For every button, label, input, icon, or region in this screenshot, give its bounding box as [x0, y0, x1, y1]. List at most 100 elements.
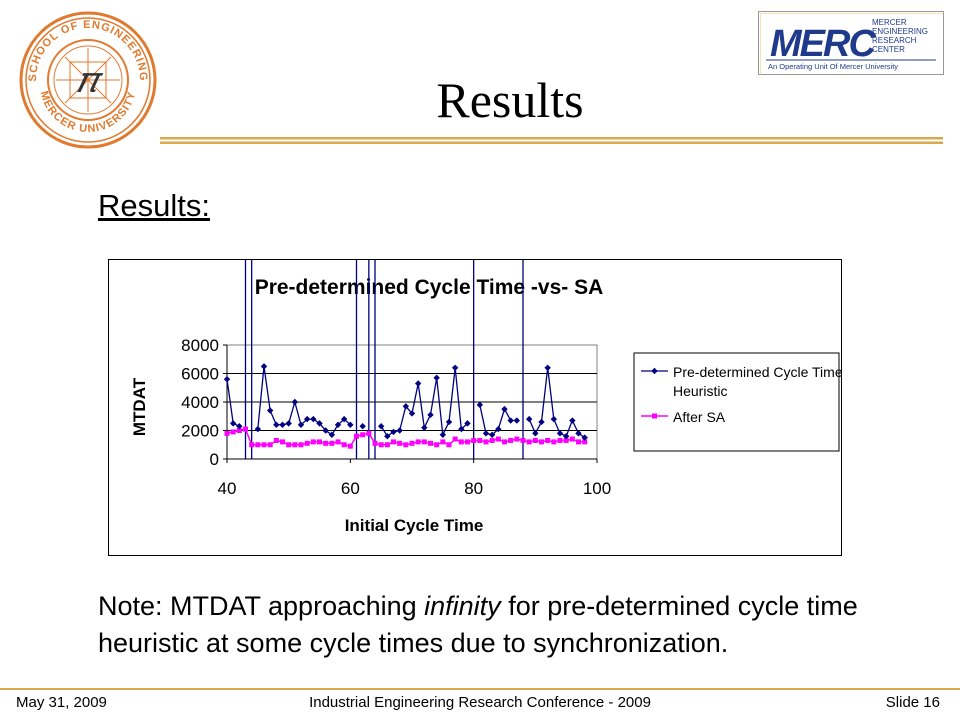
series-1-point: [328, 431, 336, 438]
series-2-point: [347, 443, 353, 449]
series-2-point: [397, 440, 403, 446]
series-1-point: [347, 421, 354, 428]
series-1-point: [236, 423, 243, 430]
series-1-point: [427, 411, 434, 419]
y-tick-label: 8000: [181, 336, 219, 355]
x-tick-label: 40: [218, 479, 237, 498]
slide-title: Results: [436, 72, 584, 128]
series-1-point: [458, 425, 465, 433]
series-1-point: [556, 430, 564, 437]
series-1-point: [273, 421, 280, 428]
series-2-point: [261, 442, 267, 448]
series-2-point: [243, 426, 248, 432]
series-2-point: [539, 439, 544, 445]
chart-title: Pre-determined Cycle Time -vs- SA: [255, 276, 604, 299]
series-1-point: [322, 427, 329, 434]
series-1-point: [384, 433, 391, 440]
series-2-point: [341, 442, 347, 448]
series-2-point: [224, 430, 230, 436]
legend-series-1-label-line-2: Heuristic: [673, 383, 727, 399]
merc-line-4: CENTER: [872, 45, 905, 54]
series-2-point: [477, 437, 483, 443]
series-2-point: [415, 439, 421, 445]
y-tick-label: 4000: [181, 393, 219, 412]
series-2-point: [249, 442, 255, 448]
y-axis-label: MTDAT: [130, 377, 149, 436]
series-2-point: [551, 439, 557, 445]
series-2-point: [236, 428, 242, 433]
series-2-point: [391, 439, 396, 445]
series-1-point: [421, 424, 428, 431]
series-1-point: [223, 376, 231, 383]
chart-container: Pre-determined Cycle Time -vs- SA 0 2000 40…: [108, 259, 842, 556]
series-2-point: [545, 437, 551, 443]
series-2-point: [582, 439, 588, 445]
series-2-point: [508, 437, 514, 443]
series-2-point: [230, 429, 236, 435]
series-1-point: [291, 398, 299, 406]
series-1-point: [439, 431, 447, 438]
footer-conference: Industrial Engineering Research Conferen…: [309, 694, 651, 711]
series-2-point: [452, 436, 458, 442]
title-divider: [160, 137, 943, 144]
series-2-point: [471, 437, 477, 443]
series-2-point: [446, 442, 452, 448]
series-1-point: [451, 364, 459, 371]
series-1-point: [482, 430, 490, 437]
series-2-point: [465, 439, 470, 445]
footer-date: May 31, 2009: [16, 694, 107, 711]
series-2-point: [440, 439, 446, 445]
series-1-point: [433, 374, 440, 381]
series-1-point: [408, 410, 416, 417]
x-axis-label: Initial Cycle Time: [345, 516, 484, 535]
x-tick-label: 60: [341, 479, 360, 498]
series-2-point: [576, 439, 581, 445]
x-tick-label: 100: [583, 479, 611, 498]
legend-series-2-marker: [652, 413, 657, 419]
y-tick-label: 0: [210, 450, 219, 469]
series-2-point: [458, 439, 464, 445]
y-tick-label: 6000: [181, 365, 219, 384]
series-2-point: [421, 439, 427, 445]
x-tick-label: 80: [464, 479, 483, 498]
series-2-point: [495, 436, 501, 442]
series-1-point: [285, 420, 292, 427]
series-1-point: [476, 401, 484, 409]
series-2-point: [317, 439, 322, 445]
note-emphasis: infinity: [424, 591, 501, 621]
series-2-point: [292, 442, 298, 448]
series-2-point: [378, 442, 384, 448]
legend-series-2-label: After SA: [673, 409, 726, 425]
series-1-point: [254, 425, 262, 433]
series-2-point: [335, 439, 341, 445]
series-2-point: [434, 442, 440, 448]
series-1-point: [445, 418, 453, 426]
series-2-point: [273, 437, 279, 443]
series-2-point: [409, 440, 415, 446]
series-2-point: [304, 440, 310, 446]
series-1-point: [310, 415, 317, 423]
series-1-point: [495, 425, 502, 433]
legend-series-1-marker: [651, 367, 658, 375]
series-1-point: [260, 363, 268, 370]
merc-line-1: MERCER: [872, 18, 907, 27]
series-2-point: [569, 436, 575, 442]
series-1-point: [414, 380, 422, 387]
footer-divider: [0, 688, 960, 690]
series-1-point: [501, 405, 508, 413]
legend-box: [633, 352, 840, 452]
series-2-point: [520, 437, 526, 443]
series-2-point: [366, 430, 372, 436]
series-2-point: [310, 439, 316, 445]
series-1-point: [340, 415, 348, 423]
series-2-point: [372, 440, 378, 446]
series-2-point: [563, 437, 569, 443]
series-1-point: [377, 423, 385, 430]
series-2-point: [298, 442, 304, 448]
note-suffix: for pre-determined cycle time heuristic …: [98, 591, 858, 658]
series-1-point: [575, 430, 582, 437]
series-2-point: [360, 432, 366, 438]
series-2-point: [280, 439, 285, 445]
series-1-point: [390, 428, 397, 436]
series-2-point: [286, 442, 292, 448]
